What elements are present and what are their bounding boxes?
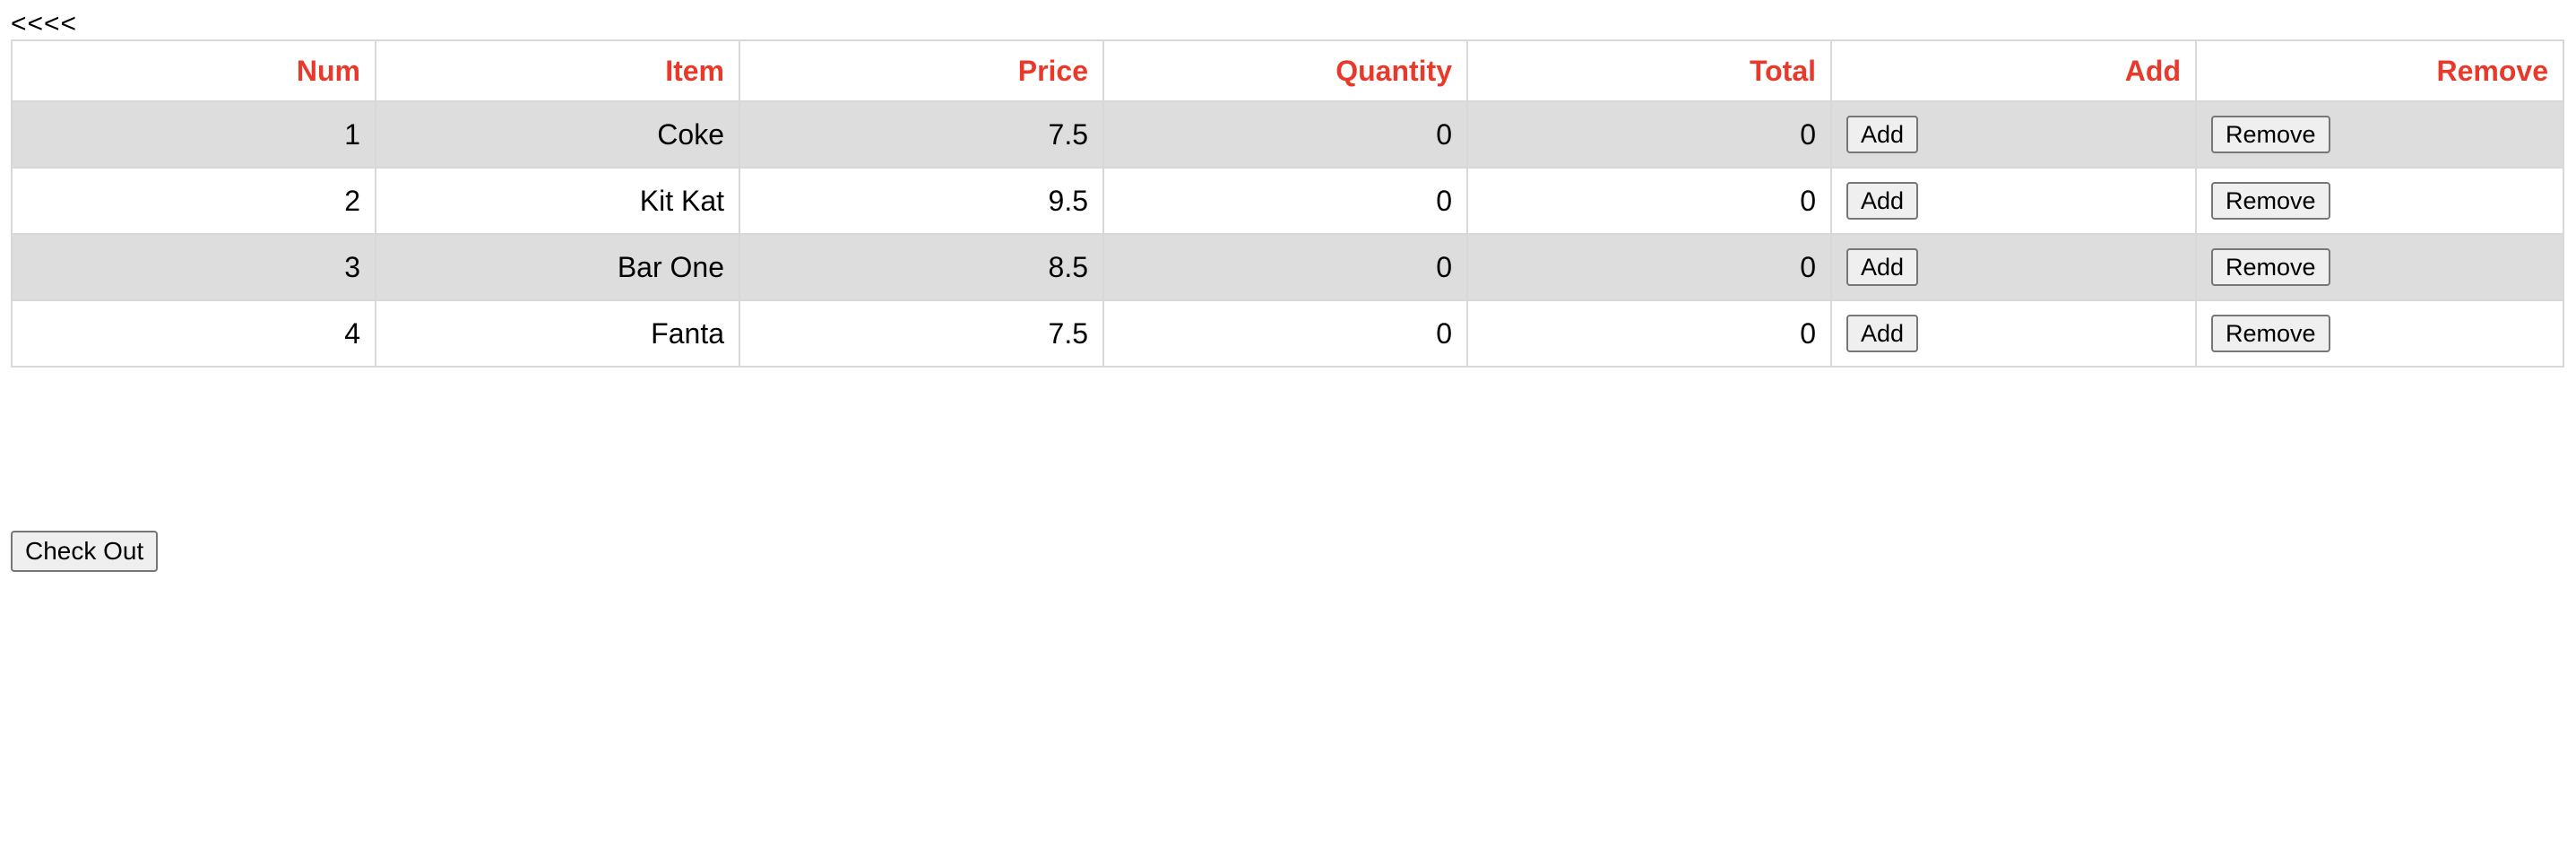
cell-quantity: 0 [1102, 233, 1468, 301]
cell-add: Add [1830, 100, 2197, 169]
cell-price: 7.5 [739, 299, 1104, 368]
cell-total: 0 [1466, 100, 1832, 169]
cell-quantity: 0 [1102, 167, 1468, 235]
add-button[interactable]: Add [1846, 116, 1919, 153]
cell-item: Coke [375, 100, 740, 169]
cell-total: 0 [1466, 233, 1832, 301]
table-row: 4 Fanta 7.5 0 0 Add Remove [11, 299, 2564, 368]
table-row: 1 Coke 7.5 0 0 Add Remove [11, 100, 2564, 169]
cart-table: Num Item Price Quantity Total Add Remove… [11, 39, 2564, 368]
header-quantity: Quantity [1102, 39, 1468, 102]
cell-add: Add [1830, 167, 2197, 235]
cell-quantity: 0 [1102, 299, 1468, 368]
header-num: Num [11, 39, 376, 102]
cell-price: 7.5 [739, 100, 1104, 169]
checkout-button[interactable]: Check Out [11, 531, 159, 572]
remove-button[interactable]: Remove [2211, 116, 2330, 153]
table-header-row: Num Item Price Quantity Total Add Remove [11, 39, 2564, 102]
cell-num: 4 [11, 299, 376, 368]
cell-item: Fanta [375, 299, 740, 368]
cell-price: 8.5 [739, 233, 1104, 301]
table-row: 3 Bar One 8.5 0 0 Add Remove [11, 233, 2564, 301]
add-button[interactable]: Add [1846, 248, 1919, 286]
cell-remove: Remove [2195, 167, 2564, 235]
cell-total: 0 [1466, 299, 1832, 368]
cell-price: 9.5 [739, 167, 1104, 235]
remove-button[interactable]: Remove [2211, 182, 2330, 220]
header-item: Item [375, 39, 740, 102]
cell-num: 3 [11, 233, 376, 301]
header-total: Total [1466, 39, 1832, 102]
cell-num: 1 [11, 100, 376, 169]
cell-num: 2 [11, 167, 376, 235]
add-button[interactable]: Add [1846, 182, 1919, 220]
header-remove: Remove [2195, 39, 2564, 102]
back-link[interactable]: <<<< [11, 9, 78, 39]
remove-button[interactable]: Remove [2211, 315, 2330, 352]
cell-add: Add [1830, 233, 2197, 301]
cell-remove: Remove [2195, 299, 2564, 368]
remove-button[interactable]: Remove [2211, 248, 2330, 286]
cell-item: Kit Kat [375, 167, 740, 235]
cell-remove: Remove [2195, 233, 2564, 301]
cell-add: Add [1830, 299, 2197, 368]
cell-item: Bar One [375, 233, 740, 301]
cell-total: 0 [1466, 167, 1832, 235]
cell-quantity: 0 [1102, 100, 1468, 169]
header-price: Price [739, 39, 1104, 102]
add-button[interactable]: Add [1846, 315, 1919, 352]
table-row: 2 Kit Kat 9.5 0 0 Add Remove [11, 167, 2564, 235]
cell-remove: Remove [2195, 100, 2564, 169]
header-add: Add [1830, 39, 2197, 102]
